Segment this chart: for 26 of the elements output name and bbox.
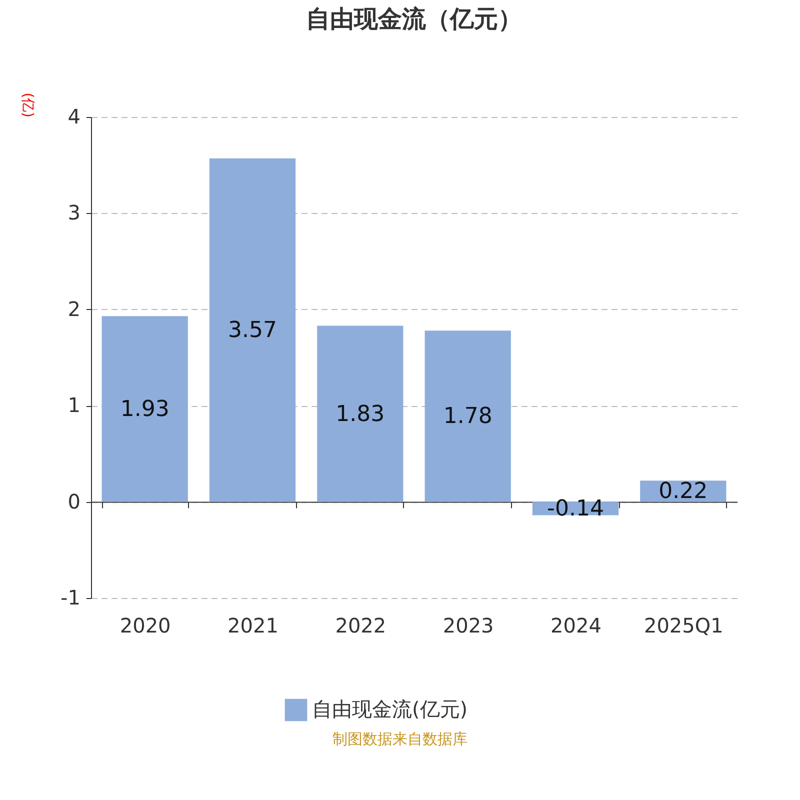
y-tick-label: 0 — [68, 489, 80, 514]
bar — [317, 326, 404, 502]
text: 制图数据来自数据库 — [332, 730, 468, 749]
y-tick-label: 2 — [68, 296, 80, 321]
x-tick-label: 2025Q1 — [644, 614, 724, 638]
y-tick-label: 1 — [68, 393, 80, 418]
x-tick-label: 2021 — [228, 614, 278, 638]
y-tick-label: -1 — [60, 586, 80, 610]
data-label: 1.93 — [120, 396, 170, 422]
x-tick-label: 2023 — [442, 614, 494, 638]
bar — [209, 158, 296, 502]
data-label: 1.78 — [443, 404, 492, 430]
y-axis-title: (亿) — [20, 92, 36, 118]
y-tick-label: 3 — [68, 200, 80, 225]
data-label: -0.14 — [547, 496, 604, 522]
bar — [424, 330, 511, 502]
x-tick-label: 2022 — [335, 614, 386, 638]
data-label: 1.83 — [336, 402, 385, 427]
legend-label: 自由现金流(亿元) — [312, 697, 468, 721]
x-tick-label: 2020 — [120, 614, 171, 638]
x-tick-label: 2024 — [550, 614, 602, 638]
chart-title: 自由现金流（亿元） — [306, 5, 522, 34]
data-label: 3.57 — [228, 318, 277, 344]
bar — [102, 316, 188, 502]
data-label: 0.22 — [658, 479, 708, 504]
y-tick-label: 4 — [68, 104, 80, 128]
